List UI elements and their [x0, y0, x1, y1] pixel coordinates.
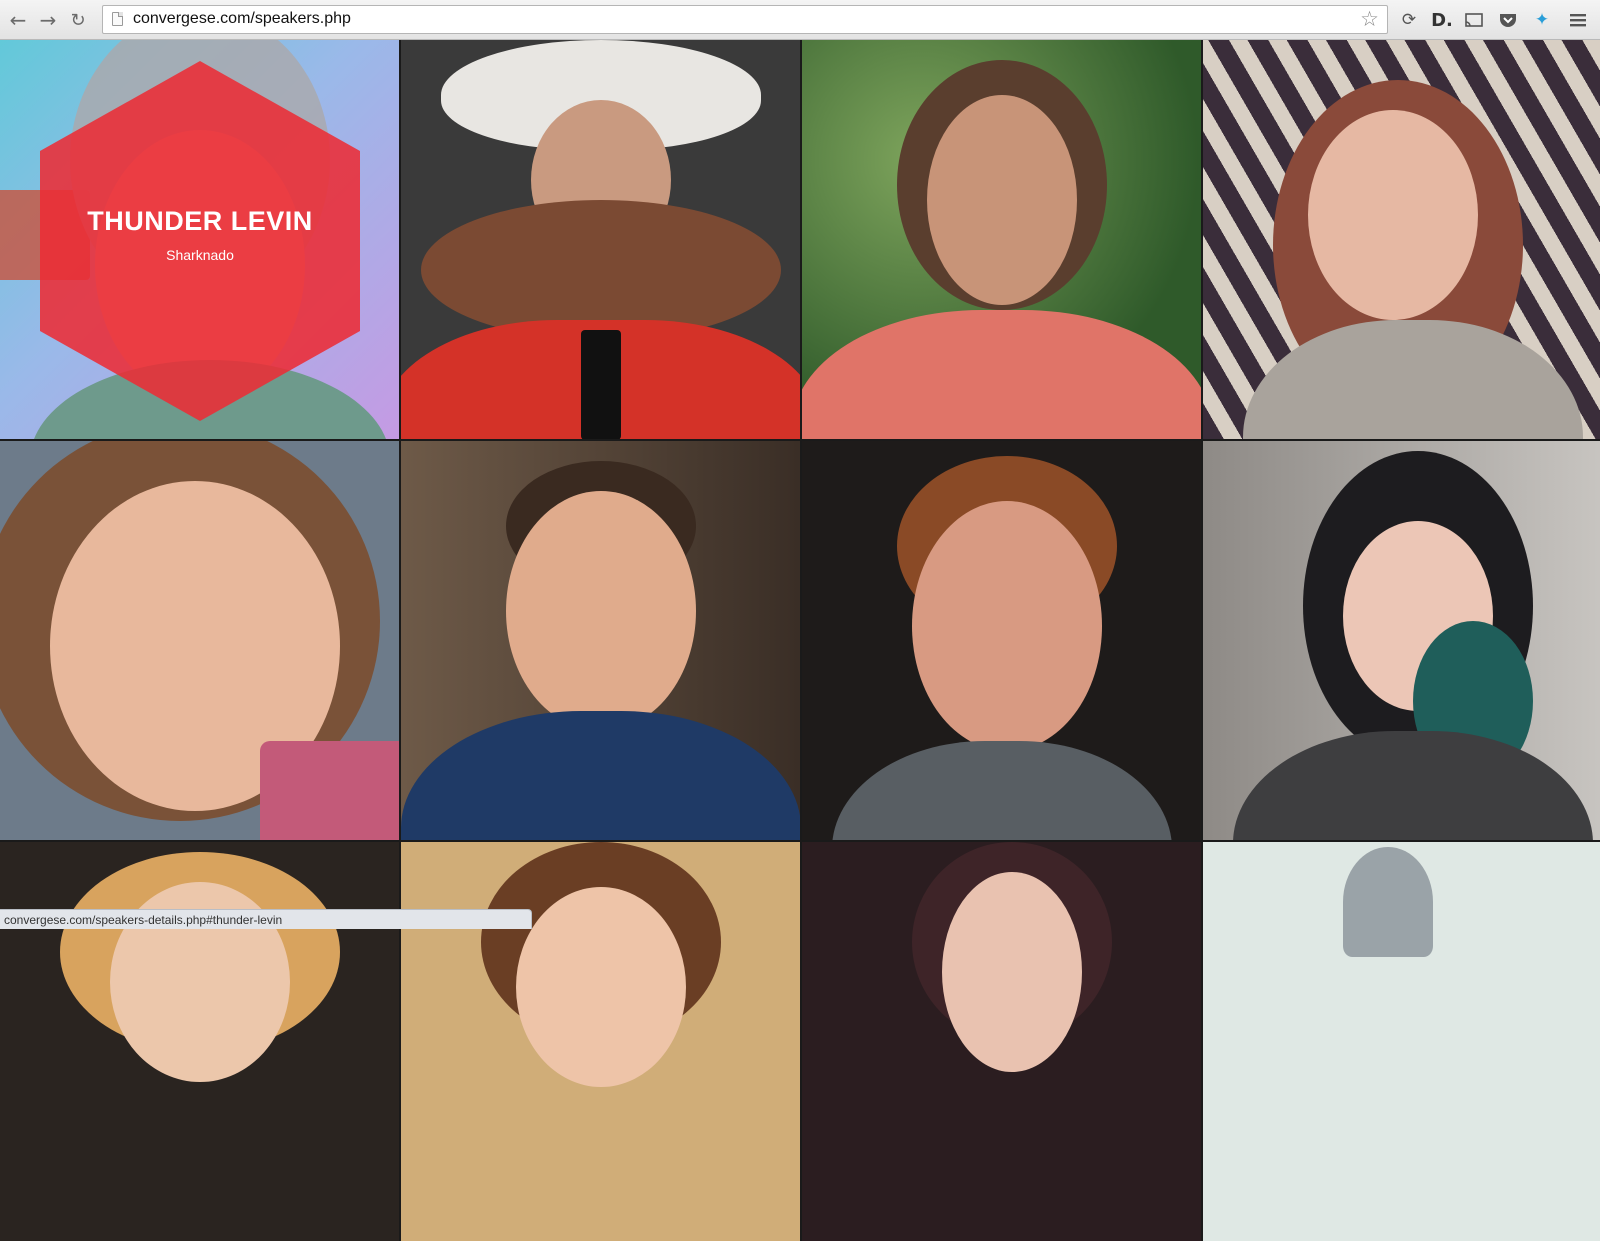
- speaker-tile-brunette-woman[interactable]: [401, 842, 800, 1241]
- speaker-tile-glasses-man[interactable]: [802, 441, 1201, 840]
- speaker-tile-thunder-levin[interactable]: THUNDER LEVIN Sharknado: [0, 40, 399, 439]
- speaker-photo: [0, 842, 399, 1241]
- speaker-tile-silver-sculpture[interactable]: [1203, 842, 1600, 1241]
- address-bar[interactable]: convergese.com/speakers.php ☆: [102, 5, 1388, 34]
- speaker-tile-curly-hair-woman[interactable]: [0, 441, 399, 840]
- network-extension-icon[interactable]: ✦: [1534, 10, 1550, 30]
- reload-icon[interactable]: ↻: [70, 9, 86, 31]
- pocket-icon[interactable]: [1496, 8, 1520, 32]
- speaker-tile-dark-hair-woman-2[interactable]: [802, 842, 1201, 1241]
- speaker-photo: [802, 441, 1201, 840]
- speaker-tile-blonde-woman[interactable]: [0, 842, 399, 1241]
- speaker-tile-plaid-shirt-man[interactable]: [802, 40, 1201, 439]
- speaker-photo: [1203, 441, 1600, 840]
- speaker-subtitle: Sharknado: [166, 246, 234, 263]
- url-text[interactable]: convergese.com/speakers.php: [133, 10, 351, 27]
- cast-icon[interactable]: [1462, 8, 1486, 32]
- menu-icon[interactable]: [1566, 8, 1590, 32]
- d-extension-icon[interactable]: D.: [1431, 9, 1453, 31]
- bookmark-star-icon[interactable]: ☆: [1360, 7, 1379, 31]
- speaker-photo: [1203, 40, 1600, 439]
- speaker-name: THUNDER LEVIN: [87, 205, 313, 236]
- speaker-photo: [401, 441, 800, 840]
- speaker-photo: [802, 40, 1201, 439]
- back-arrow-icon[interactable]: ←: [9, 8, 27, 32]
- speaker-photo: [401, 842, 800, 1241]
- speaker-tile-glasses-woman[interactable]: [1203, 40, 1600, 439]
- forward-arrow-icon[interactable]: →: [39, 8, 57, 32]
- speaker-photo: [0, 441, 399, 840]
- speaker-hex-overlay[interactable]: THUNDER LEVIN Sharknado: [40, 61, 360, 421]
- speaker-photo: [1203, 842, 1600, 1241]
- speaker-grid: THUNDER LEVIN Sharknado: [0, 40, 1600, 1241]
- page-icon: [112, 12, 123, 26]
- speaker-tile-dark-hair-woman[interactable]: [1203, 441, 1600, 840]
- speaker-tile-smiling-man[interactable]: [401, 441, 800, 840]
- link-status-bubble: convergese.com/speakers-details.php#thun…: [0, 909, 532, 929]
- browser-toolbar: ← → ↻ convergese.com/speakers.php ☆ ⟳ D.…: [0, 0, 1600, 40]
- sync-extension-icon[interactable]: ⟳: [1401, 10, 1417, 30]
- speaker-tile-cowboy-moustache[interactable]: [401, 40, 800, 439]
- speaker-photo: [802, 842, 1201, 1241]
- speaker-photo: [401, 40, 800, 439]
